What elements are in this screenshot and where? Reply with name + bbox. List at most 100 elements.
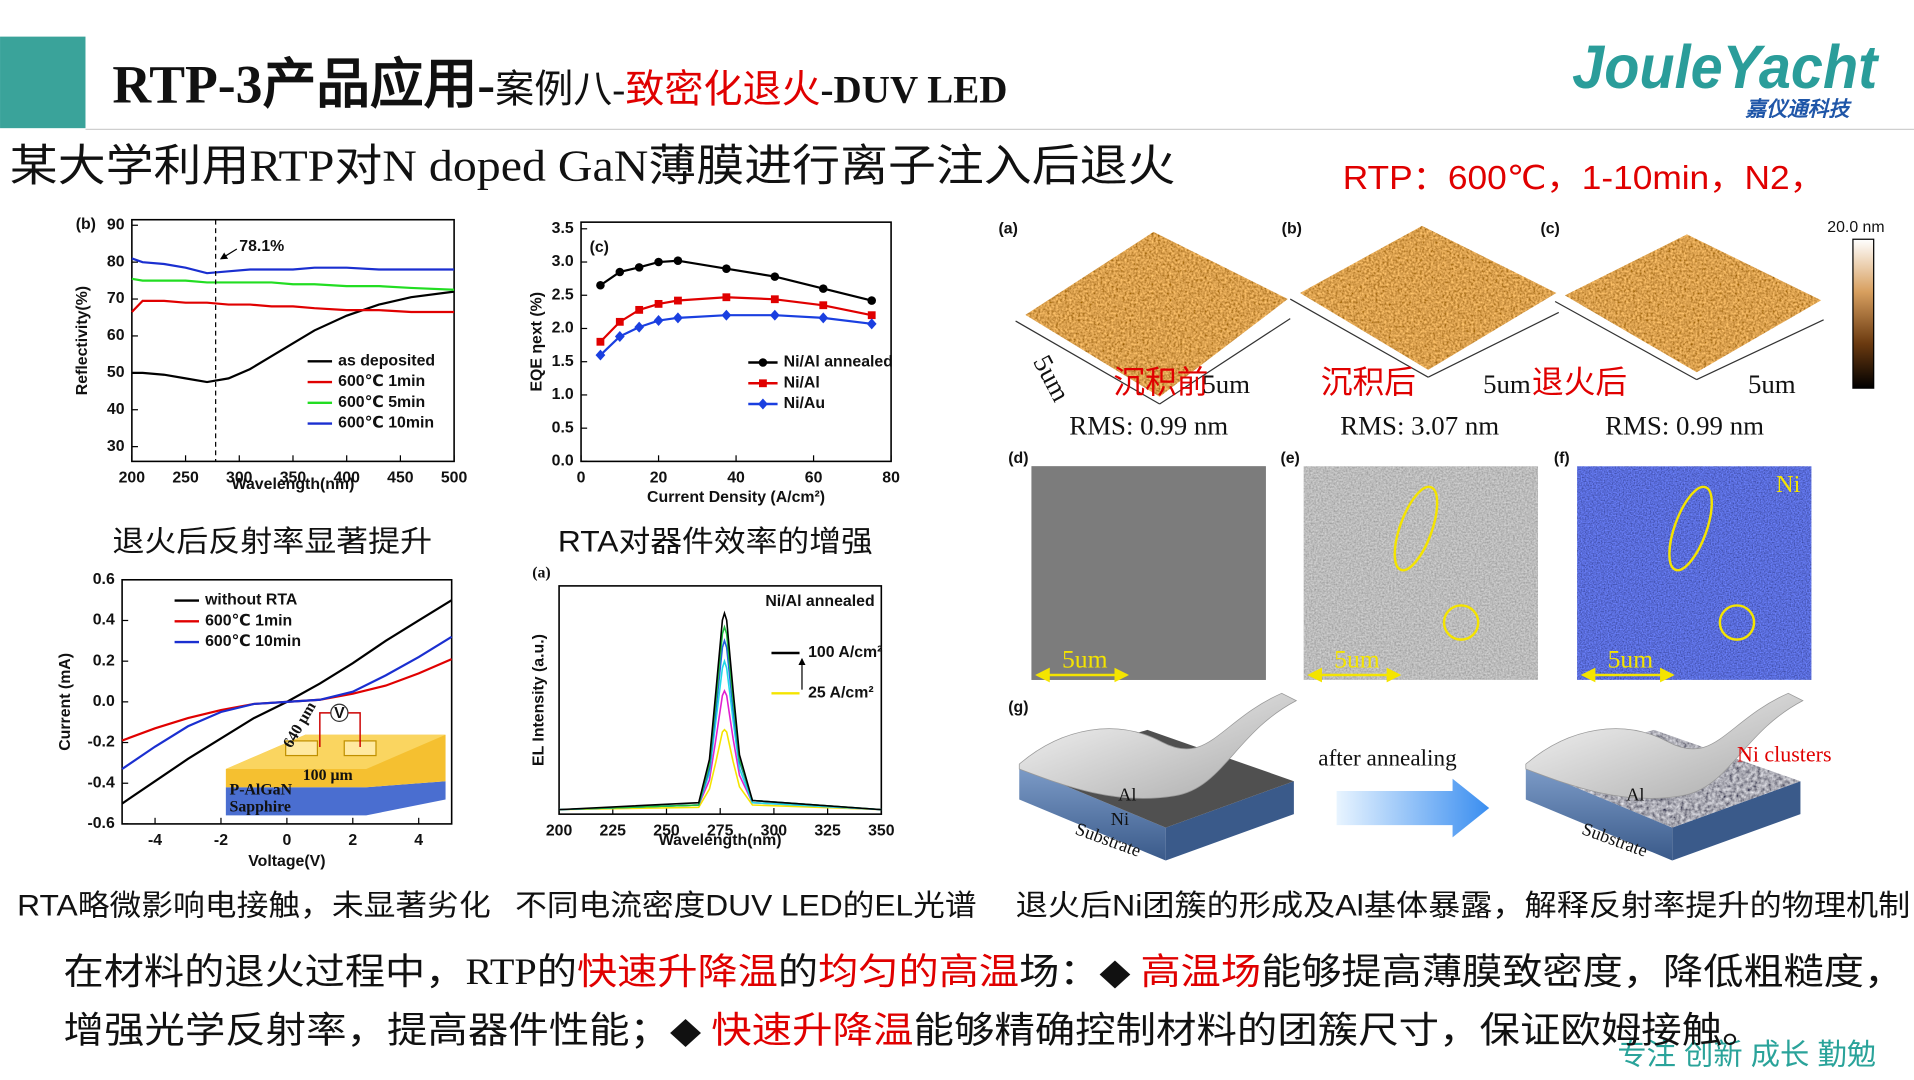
paragraph-segment: 增强光学反射率，提高器件性能；◆ (64, 1009, 712, 1050)
inset-label: V (334, 705, 345, 722)
legend-label: 600℃ 10min (338, 415, 434, 432)
data-line (559, 624, 882, 811)
title-case: 案例八- (495, 69, 625, 112)
data-point (654, 257, 663, 267)
color-bar (1852, 238, 1875, 389)
inset-label: Sapphire (230, 799, 291, 816)
data-point (867, 296, 876, 305)
title-red: 致密化退火 (625, 69, 820, 112)
paragraph-line: 增强光学反射率，提高器件性能；◆ 快速升降温 能够精确控制材料的团簇尺寸，保证欧姆… (64, 1009, 1763, 1050)
caption: 退火后反射率显著提升 (112, 526, 432, 559)
panel-label: (b) (1282, 221, 1302, 238)
panel-label: (b) (76, 216, 96, 233)
data-point (673, 256, 683, 265)
y-tick-label: -0.4 (87, 774, 115, 791)
panel-label: (a) (532, 564, 551, 581)
data-point (673, 312, 683, 324)
data-point (770, 295, 779, 304)
y-tick-label: 60 (107, 327, 125, 344)
data-point (722, 264, 731, 273)
data-point (866, 318, 877, 330)
x-tick-label: 40 (727, 470, 745, 487)
title-block (0, 36, 86, 129)
y-tick-label: 0.4 (93, 612, 115, 629)
afm-axis (1427, 311, 1560, 378)
panel-label: (d) (1008, 450, 1028, 467)
data-point (634, 263, 644, 272)
plot-frame (580, 221, 892, 463)
title-main: RTP-3产品应用- (112, 55, 495, 115)
y-tick-label: 0.6 (93, 571, 115, 588)
scale-label: 5um (1334, 645, 1380, 674)
afm-rms: RMS: 0.99 nm (1069, 411, 1228, 441)
afm-axis (1015, 320, 1160, 405)
afm-size: 5um (1202, 369, 1250, 399)
data-point (674, 296, 682, 305)
x-tick-label: 250 (653, 822, 680, 839)
layer-label: Al (1118, 785, 1136, 805)
legend-label: as deposited (338, 352, 435, 369)
x-tick-label: 400 (333, 470, 360, 487)
afm-rms: RMS: 3.07 nm (1340, 411, 1499, 441)
afm-surface (1564, 234, 1822, 373)
y-tick-label: 3.0 (552, 253, 574, 270)
data-point (596, 281, 605, 290)
paragraph-segment: 能够提高薄膜致密度，降低粗糙度， (1261, 951, 1904, 992)
block-side (1672, 781, 1801, 861)
x-tick-label: 275 (707, 822, 734, 839)
afm-rms: RMS: 0.99 nm (1605, 411, 1764, 441)
process-label: after annealing (1318, 745, 1457, 771)
data-point (759, 379, 767, 388)
data-point (722, 293, 731, 302)
afm-state: 沉积后 (1321, 364, 1416, 400)
data-line (599, 314, 872, 356)
slide-title: RTP-3产品应用-案例八-致密化退火-DUV LED (112, 55, 1007, 115)
afm-surface (1299, 225, 1557, 370)
process-arrow (1336, 778, 1490, 838)
scale-label: 5um (1062, 645, 1108, 674)
inset-label: 100 μm (303, 767, 353, 784)
x-tick-label: 0 (282, 832, 291, 849)
data-point (615, 267, 625, 277)
x-tick-label: 450 (387, 470, 414, 487)
y-axis-label: EQE ηext (%) (528, 292, 545, 392)
x-tick-label: 350 (280, 470, 307, 487)
inset-label: P-AlGaN (230, 782, 293, 799)
x-tick-label: 300 (761, 822, 788, 839)
legend-label: 600℃ 1min (205, 612, 292, 629)
caption: RTA略微影响电接触，未显著劣化 (17, 889, 491, 922)
caption: 退火后Ni团簇的形成及Al基体暴露，解释反射率提升的物理机制 (1016, 889, 1911, 922)
legend-title: Ni/Al annealed (765, 593, 874, 610)
y-tick-label: 1.5 (552, 353, 574, 370)
film (1018, 692, 1298, 799)
panel-label: (c) (590, 239, 609, 256)
data-line (131, 277, 455, 291)
afm-axis (1696, 319, 1824, 381)
paragraph-segment: 均匀的高温 (818, 951, 1019, 992)
film (1525, 692, 1804, 799)
data-point (867, 311, 876, 320)
x-axis-label: Wavelength(nm) (659, 832, 782, 849)
micrograph-tone (1031, 466, 1266, 680)
x-axis-label: Voltage(V) (248, 853, 325, 870)
x-tick-label: 80 (882, 470, 900, 487)
x-axis-label: Current Density (A/cm²) (647, 489, 825, 506)
y-tick-label: 0.0 (552, 453, 574, 470)
y-axis-label: Current (mA) (57, 653, 74, 751)
legend-label: 600℃ 10min (205, 633, 301, 650)
panel-label: (g) (1008, 699, 1028, 716)
afm-size: 5um (1483, 369, 1531, 399)
subtitle: 某大学利用RTP对N doped GaN薄膜进行离子注入后退火 (10, 142, 1176, 191)
paragraph-segment: 高温场 (1140, 951, 1261, 992)
y-tick-label: -0.2 (87, 734, 115, 751)
y-axis-label: Reflectivity(%) (74, 286, 91, 395)
logo-subtitle: 嘉仪通科技 (1745, 98, 1853, 121)
x-tick-label: 2 (348, 832, 357, 849)
x-tick-label: 4 (414, 832, 423, 849)
cluster-label: Ni clusters (1737, 742, 1832, 767)
data-point (634, 321, 645, 333)
data-line (131, 257, 455, 275)
highlight (1668, 485, 1713, 572)
